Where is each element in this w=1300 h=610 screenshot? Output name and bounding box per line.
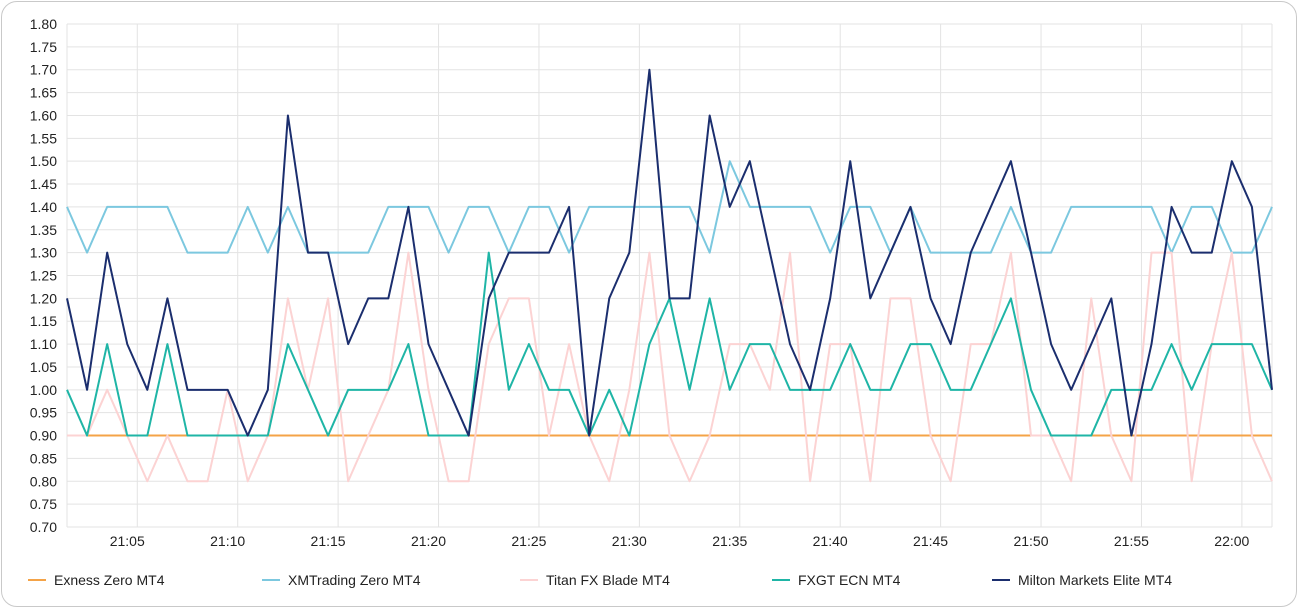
x-tick-label: 21:05 bbox=[110, 533, 145, 549]
y-tick-label: 0.80 bbox=[30, 473, 57, 489]
y-tick-label: 1.55 bbox=[30, 130, 57, 146]
legend-label: XMTrading Zero MT4 bbox=[288, 572, 421, 588]
x-tick-label: 21:55 bbox=[1114, 533, 1149, 549]
series-lines bbox=[66, 68, 1273, 483]
y-tick-label: 1.20 bbox=[30, 290, 57, 306]
y-tick-label: 1.75 bbox=[30, 39, 57, 55]
y-tick-label: 1.30 bbox=[30, 245, 57, 261]
y-tick-label: 1.40 bbox=[30, 199, 57, 215]
series-line bbox=[66, 160, 1273, 254]
x-tick-label: 22:00 bbox=[1214, 533, 1249, 549]
y-tick-label: 0.70 bbox=[30, 519, 57, 535]
y-tick-label: 1.70 bbox=[30, 62, 57, 78]
y-tick-label: 1.05 bbox=[30, 359, 57, 375]
y-tick-label: 1.10 bbox=[30, 336, 57, 352]
y-tick-label: 0.95 bbox=[30, 405, 57, 421]
legend-label: Exness Zero MT4 bbox=[54, 572, 165, 588]
x-tick-label: 21:40 bbox=[813, 533, 848, 549]
y-tick-label: 1.35 bbox=[30, 222, 57, 238]
x-tick-label: 21:30 bbox=[612, 533, 647, 549]
y-tick-label: 1.80 bbox=[30, 16, 57, 32]
x-tick-label: 21:25 bbox=[511, 533, 546, 549]
y-tick-label: 1.60 bbox=[30, 107, 57, 123]
y-tick-label: 1.00 bbox=[30, 382, 57, 398]
y-tick-label: 0.90 bbox=[30, 428, 57, 444]
legend: Exness Zero MT4 XMTrading Zero MT4 Titan F… bbox=[28, 572, 1172, 588]
x-tick-label: 21:10 bbox=[210, 533, 245, 549]
legend-label: FXGT ECN MT4 bbox=[798, 572, 901, 588]
y-tick-label: 0.75 bbox=[30, 496, 57, 512]
series-line bbox=[66, 68, 1273, 437]
x-tick-label: 21:15 bbox=[311, 533, 346, 549]
legend-label: Milton Markets Elite MT4 bbox=[1018, 572, 1172, 588]
x-axis-ticks: 21:05 21:10 21:15 21:20 21:25 21:30 21:35 21:40… bbox=[110, 533, 1250, 549]
x-tick-label: 21:50 bbox=[1013, 533, 1048, 549]
x-tick-label: 21:35 bbox=[712, 533, 747, 549]
y-tick-label: 1.45 bbox=[30, 176, 57, 192]
x-tick-label: 21:45 bbox=[913, 533, 948, 549]
y-tick-label: 1.65 bbox=[30, 85, 57, 101]
y-axis-ticks: 0.70 0.75 0.80 0.85 0.90 0.95 1.00 1.05 1.10 1.15… bbox=[30, 16, 57, 535]
y-tick-label: 1.25 bbox=[30, 268, 57, 284]
y-tick-label: 1.15 bbox=[30, 313, 57, 329]
y-tick-label: 1.50 bbox=[30, 153, 57, 169]
legend-label: Titan FX Blade MT4 bbox=[546, 572, 670, 588]
x-tick-label: 21:20 bbox=[411, 533, 446, 549]
grid-lines bbox=[66, 23, 1273, 528]
y-tick-label: 0.85 bbox=[30, 450, 57, 466]
